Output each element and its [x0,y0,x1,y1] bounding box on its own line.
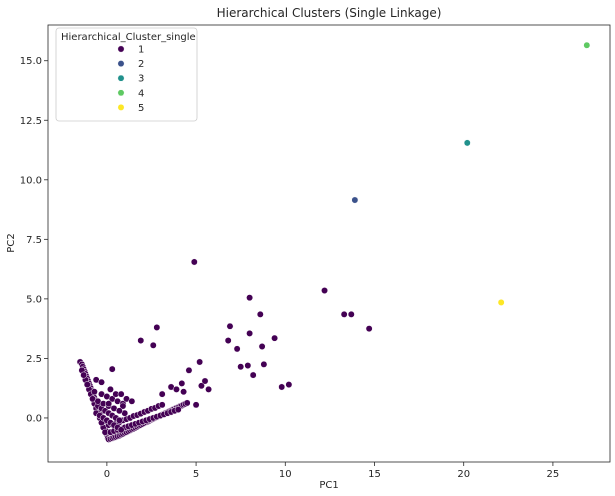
legend-entry-label: 1 [138,45,144,56]
y-axis-label: PC2 [6,233,17,252]
y-tick-label: 5.0 [26,294,42,305]
legend-box [55,27,198,122]
x-axis-label: PC1 [319,480,338,491]
data-point [83,381,91,389]
data-point [115,416,123,424]
legend-marker [117,89,125,97]
legend-marker [117,103,125,111]
data-point [365,325,373,333]
data-point [233,345,241,353]
data-point [351,196,359,204]
data-point [237,363,245,371]
data-point [271,334,279,342]
data-point [106,385,114,393]
data-point [158,390,166,398]
data-point [158,401,166,409]
series-2-points [351,196,359,204]
x-tick-label: 15 [368,469,381,480]
data-point [197,382,205,390]
series-3-points [463,139,471,147]
axis-ticks: 0 5 10 15 20 250.02.55.07.510.012.515.0 [20,56,560,480]
legend-entry-label: 5 [138,103,144,114]
legend-entry-label: 3 [138,74,144,85]
data-point [463,139,471,147]
data-point [80,371,88,379]
data-point [205,385,213,393]
y-tick-label: 7.5 [26,235,42,246]
data-point [185,366,193,374]
data-point [201,377,209,385]
data-point [321,287,328,294]
chart-title: Hierarchical Clusters (Single Linkage) [217,6,442,20]
x-tick-label: 5 [193,469,199,480]
data-point [173,385,180,393]
series-5-points [497,298,505,306]
data-point [174,406,182,414]
data-point [183,399,191,407]
legend-entry-label: 2 [138,59,144,70]
series-4-points [583,41,591,49]
series-1-points [76,258,373,443]
x-tick-label: 10 [279,469,292,480]
data-point [246,329,254,337]
data-point [278,383,286,391]
data-point [249,371,257,379]
data-point [128,397,136,405]
scatter-points [76,41,591,443]
legend-marker [117,74,125,82]
y-tick-label: 2.5 [26,354,42,365]
data-point [196,358,204,366]
y-tick-label: 12.5 [20,116,42,127]
data-point [149,341,157,349]
x-tick-label: 25 [547,469,560,480]
data-point [244,362,252,370]
data-point [137,337,145,344]
y-tick-label: 15.0 [20,56,42,67]
data-point [115,407,123,415]
x-tick-label: 20 [457,469,470,480]
data-point [117,390,125,398]
data-point [583,41,591,49]
data-point [108,365,116,373]
data-point [98,378,105,386]
legend: Hierarchical_Cluster_single 1 2 3 4 5 [55,27,198,122]
data-point [105,400,113,408]
data-point [192,401,200,409]
data-point [180,388,188,396]
data-point [119,402,127,410]
legend-marker [117,60,125,68]
data-point [497,298,505,306]
legend-title: Hierarchical_Cluster_single [61,32,196,43]
legend-marker [117,45,125,53]
data-point [117,426,125,434]
data-point [226,322,234,330]
data-point [224,337,232,344]
data-point [340,310,348,318]
y-tick-label: 0.0 [26,413,42,424]
data-point [90,388,98,396]
data-point [260,360,268,368]
data-point [153,323,161,331]
data-point [256,310,264,318]
data-point [246,294,254,302]
y-tick-label: 10.0 [20,175,42,186]
legend-entry-label: 4 [138,88,144,99]
data-point [190,258,198,266]
data-point [347,310,355,318]
data-point [285,381,293,389]
data-point [258,343,266,350]
x-tick-label: 0 [104,469,110,480]
data-point [178,379,186,387]
